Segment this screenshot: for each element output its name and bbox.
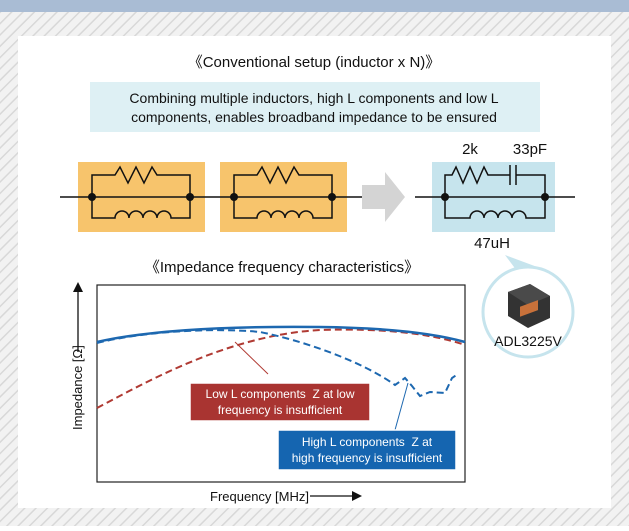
top-band xyxy=(0,0,629,12)
y-arrow-head xyxy=(73,282,83,292)
low-l-note-box xyxy=(189,382,371,422)
arrow xyxy=(362,172,405,222)
high-l-note: High L components Z at xyxy=(302,435,433,449)
inductor-label: 47uH xyxy=(474,235,510,252)
leader xyxy=(394,382,409,431)
low-l-note: frequency is insufficient xyxy=(218,403,343,417)
high-l-note: high frequency is insufficient xyxy=(292,451,443,465)
description-line: Combining multiple inductors, high L com… xyxy=(129,90,498,106)
capacitor-label: 33pF xyxy=(513,141,547,158)
product-name: ADL3225V xyxy=(494,333,562,349)
high-l-note-box xyxy=(277,429,457,471)
product-image xyxy=(508,284,550,328)
circuit-a xyxy=(60,162,380,232)
setup-title: 《Conventional setup (inductor x N)》 xyxy=(188,54,441,71)
resistor-label: 2k xyxy=(462,141,478,158)
circuit-b xyxy=(415,162,575,232)
combined-curve xyxy=(96,325,466,344)
description-line: components, enables broadband impedance … xyxy=(131,109,497,125)
y-label: Impedance [Ω] xyxy=(70,345,85,430)
low-l-note: Low L components Z at low xyxy=(206,387,355,401)
description-box xyxy=(90,82,540,132)
x-arrow-head xyxy=(352,491,362,501)
leader xyxy=(234,341,269,375)
low-l-curve xyxy=(96,328,466,409)
graph-title: 《Impedance frequency characteristics》 xyxy=(145,259,419,276)
x-label: Frequency [MHz] xyxy=(210,489,309,504)
